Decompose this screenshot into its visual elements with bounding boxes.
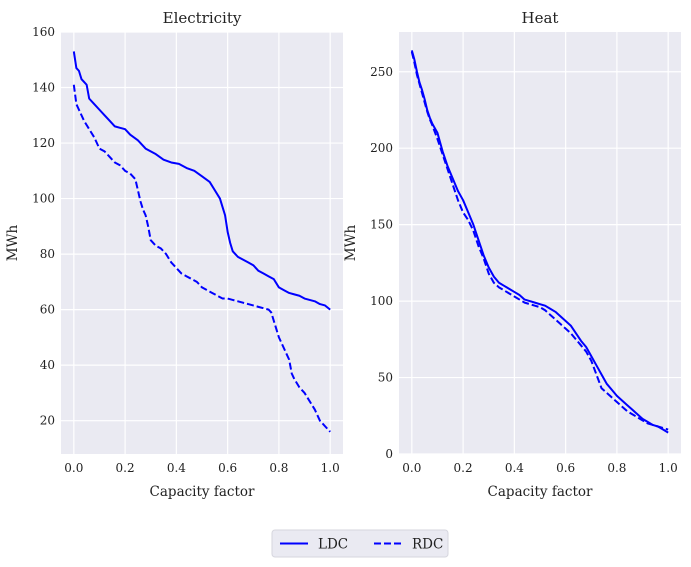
x-tick-label: 1.0 [321,461,340,475]
x-axis-label: Capacity factor [150,484,255,500]
y-axis-label: MWh [5,225,21,262]
x-tick-label: 1.0 [659,461,678,475]
x-tick-label: 0.0 [64,461,83,475]
y-tick-label: 80 [40,247,55,261]
x-tick-label: 0.6 [218,461,237,475]
y-tick-label: 40 [40,358,55,372]
x-tick-label: 0.0 [402,461,421,475]
y-tick-label: 140 [32,81,55,95]
heat-chart: 0.0 0.2 0.4 0.6 0.8 1.0 0 50 100 150 200 250 Heat Cap… [343,9,681,500]
x-tick-label: 0.2 [116,461,135,475]
legend-label-ldc: LDC [318,537,348,553]
y-tick-label: 100 [32,192,55,206]
y-tick-label: 150 [370,218,393,232]
x-tick-label: 0.6 [556,461,575,475]
y-tick-label: 100 [370,294,393,308]
x-tick-label: 0.4 [167,461,186,475]
y-tick-label: 0 [385,447,393,461]
y-tick-label: 20 [40,414,55,428]
chart-title: Heat [522,9,559,27]
x-tick-label: 0.8 [607,461,626,475]
electricity-chart: 0.0 0.2 0.4 0.6 0.8 1.0 20 40 60 80 100 120 140 160 El… [5,9,343,500]
legend: LDC RDC [271,529,449,558]
chart-title: Electricity [163,9,242,27]
y-tick-label: 200 [370,141,393,155]
x-axis-label: Capacity factor [488,484,593,500]
legend-label-rdc: RDC [412,537,443,553]
y-tick-label: 120 [32,136,55,150]
x-tick-label: 0.8 [269,461,288,475]
plot-area [399,32,681,454]
series-line-rdc [410,51,669,431]
plot-area [61,32,343,454]
y-tick-label: 250 [370,65,393,79]
series-line-rdc [72,84,331,433]
series-line-ldc [72,51,331,311]
y-tick-label: 160 [32,25,55,39]
y-axis-label: MWh [343,225,359,262]
series-line-ldc [410,50,669,434]
y-tick-label: 60 [40,303,55,317]
x-tick-label: 0.4 [505,461,524,475]
y-tick-label: 50 [378,371,393,385]
x-tick-label: 0.2 [454,461,473,475]
legend-box [271,529,449,558]
